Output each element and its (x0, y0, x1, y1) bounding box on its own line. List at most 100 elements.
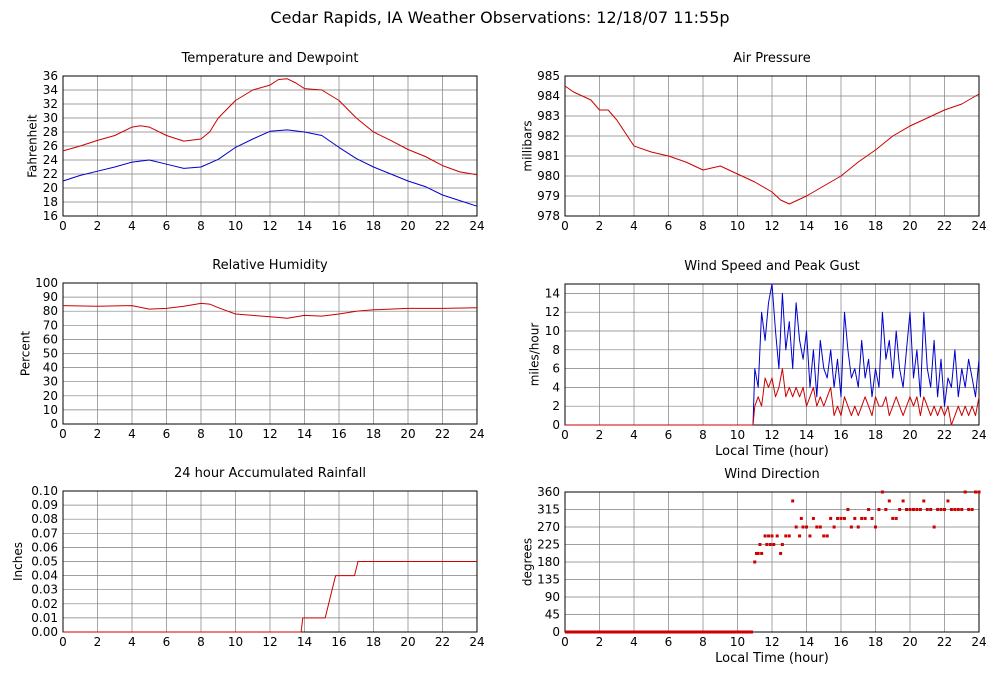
scatter-point (977, 490, 981, 494)
x-tick-label: 6 (665, 428, 673, 442)
chart-title: Temperature and Dewpoint (181, 51, 359, 66)
scatter-point (765, 543, 769, 546)
scatter-point (887, 499, 891, 503)
x-tick-label: 24 (971, 428, 986, 442)
x-tick-label: 2 (94, 219, 102, 233)
x-tick-label: 12 (764, 428, 779, 442)
x-tick-label: 24 (971, 219, 986, 233)
plot-frame (564, 491, 980, 633)
x-tick-label: 24 (469, 219, 484, 233)
x-tick-label: 18 (366, 427, 381, 441)
x-tick-label: 14 (799, 635, 814, 649)
x-tick-label: 0 (59, 219, 67, 233)
x-tick-label: 4 (630, 428, 638, 442)
x-tick-label: 22 (435, 635, 450, 649)
scatter-point (925, 508, 929, 511)
scatter-point (974, 490, 978, 494)
y-tick-label: 983 (537, 109, 560, 123)
x-tick-label: 16 (331, 427, 346, 441)
x-tick-label: 8 (699, 219, 707, 233)
scatter-point (756, 551, 760, 555)
x-tick-label: 12 (262, 635, 277, 649)
scatter-point (898, 508, 902, 511)
x-tick-label: 10 (730, 219, 745, 233)
y-tick-label: 315 (537, 503, 560, 517)
scatter-point (780, 543, 784, 546)
x-tick-label: 6 (163, 427, 171, 441)
scatter-point (911, 508, 915, 511)
scatter-point (763, 534, 767, 538)
scatter-point (811, 516, 815, 520)
scatter-point (867, 508, 871, 511)
y-tick-label: 984 (537, 89, 560, 103)
scatter-point (956, 508, 960, 511)
y-tick-label: 0 (552, 625, 560, 639)
y-tick-label: 10 (545, 324, 560, 338)
scatter-point (932, 525, 936, 529)
y-tick-label: 0 (552, 418, 560, 432)
scatter-point (863, 516, 867, 520)
y-tick-label: 270 (537, 520, 560, 534)
y-tick-label: 22 (43, 167, 58, 181)
scatter-point (929, 508, 933, 511)
y-tick-label: 0.09 (31, 498, 58, 512)
chart-title: Wind Speed and Peak Gust (684, 259, 859, 274)
y-tick-label: 978 (537, 209, 560, 223)
scatter-point (808, 534, 812, 538)
y-tick-label: 30 (43, 375, 58, 389)
scatter-point (784, 534, 788, 538)
x-tick-label: 18 (868, 635, 883, 649)
scatter-point (877, 508, 881, 511)
y-tick-label: 8 (552, 343, 560, 357)
scatter-point (901, 499, 905, 503)
scatter-point (849, 525, 853, 529)
x-axis-label: Local Time (hour) (715, 444, 829, 459)
y-axis-label: degrees (520, 538, 534, 586)
scatter-point (805, 525, 808, 529)
x-tick-label: 4 (630, 219, 638, 233)
y-tick-label: 0.05 (31, 555, 58, 569)
y-tick-label: 0 (50, 417, 58, 431)
y-tick-label: 32 (43, 97, 58, 111)
y-tick-label: 24 (43, 153, 58, 167)
scatter-point (770, 534, 774, 538)
x-tick-label: 16 (833, 219, 848, 233)
y-tick-label: 135 (537, 573, 560, 587)
y-tick-label: 28 (43, 125, 58, 139)
scatter-point (754, 551, 758, 555)
x-tick-label: 14 (297, 219, 312, 233)
scatter-point (884, 508, 888, 511)
x-tick-label: 10 (228, 219, 243, 233)
series-line-1 (62, 129, 478, 207)
scatter-point (798, 534, 802, 538)
scatter-point (922, 499, 926, 503)
scatter-point (880, 490, 884, 494)
series-line-0 (565, 283, 980, 426)
x-tick-label: 22 (937, 635, 952, 649)
y-tick-label: 0.00 (31, 625, 58, 639)
y-tick-label: 36 (43, 69, 58, 83)
scatter-point (779, 551, 783, 555)
y-tick-label: 360 (537, 485, 560, 499)
x-tick-label: 8 (699, 428, 707, 442)
scatter-point-run (565, 630, 754, 634)
y-tick-label: 979 (537, 189, 560, 203)
series-line-0 (63, 561, 477, 633)
y-tick-label: 90 (43, 290, 58, 304)
y-tick-label: 18 (43, 195, 58, 209)
y-tick-label: 0.06 (31, 540, 58, 554)
chart-title: 24 hour Accumulated Rainfall (174, 466, 366, 481)
x-tick-label: 2 (94, 427, 102, 441)
scatter-point (915, 508, 919, 511)
scatter-point (953, 508, 957, 511)
x-tick-label: 16 (331, 219, 346, 233)
x-tick-label: 20 (902, 635, 917, 649)
plot-frame (62, 75, 478, 217)
x-tick-label: 14 (297, 635, 312, 649)
x-tick-label: 20 (400, 427, 415, 441)
